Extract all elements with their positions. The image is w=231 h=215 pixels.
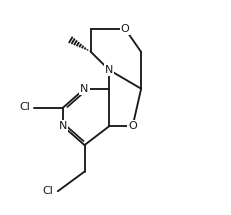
- Text: O: O: [121, 24, 130, 34]
- Text: Cl: Cl: [43, 186, 54, 196]
- Text: O: O: [128, 121, 137, 131]
- Text: Cl: Cl: [19, 103, 30, 112]
- Text: N: N: [80, 84, 89, 94]
- Text: N: N: [59, 121, 67, 131]
- Text: N: N: [105, 65, 113, 75]
